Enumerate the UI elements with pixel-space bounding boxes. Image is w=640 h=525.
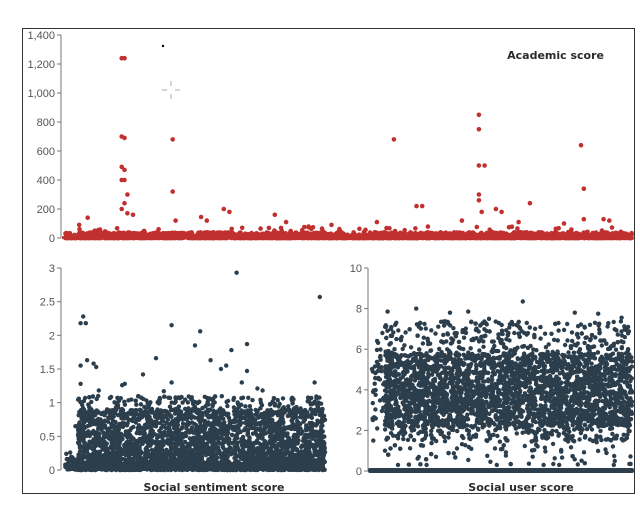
data-points (62, 55, 634, 241)
social-sentiment-panel: 0 0.5 1 1.5 2 2.5 3 (40, 263, 328, 477)
y-tick-label: 4 (356, 385, 362, 397)
data-points (63, 270, 328, 473)
y-tick-label: 2 (356, 425, 362, 437)
y-tick-label: 400 (37, 175, 55, 187)
y-tick-label: 200 (37, 204, 55, 216)
y-tick-label: 1.5 (40, 364, 55, 376)
y-tick-label: 800 (37, 117, 55, 129)
y-tick-label: 1,200 (27, 59, 55, 71)
crosshair-cursor-icon (162, 81, 180, 99)
y-tick-label: 0 (49, 233, 55, 245)
y-tick-label: 1,400 (27, 30, 55, 42)
y-tick-label: 0.5 (40, 431, 55, 443)
y-tick-label: 8 (356, 304, 362, 316)
marker-dot (161, 44, 165, 48)
y-tick-label: 3 (49, 263, 55, 275)
data-points (368, 299, 635, 473)
academic-score-panel: 0 200 400 600 800 1,000 1,200 1,400 (27, 30, 634, 245)
y-tick-label: 2 (49, 330, 55, 342)
y-tick-label: 0 (49, 465, 55, 477)
y-tick-label: 600 (37, 146, 55, 158)
social-user-panel: 0 2 4 6 8 10 (350, 263, 635, 478)
y-tick-label: 1,000 (27, 88, 55, 100)
y-tick-label: 1 (49, 398, 55, 410)
sentiment-xlabel: Social sentiment score (143, 481, 284, 494)
academic-score-title: Academic score (507, 49, 604, 62)
y-tick-label: 0 (356, 466, 362, 478)
y-tick-label: 10 (350, 263, 362, 275)
y-tick-label: 2.5 (40, 297, 55, 309)
user-xlabel: Social user score (468, 481, 573, 494)
y-tick-label: 6 (356, 344, 362, 356)
